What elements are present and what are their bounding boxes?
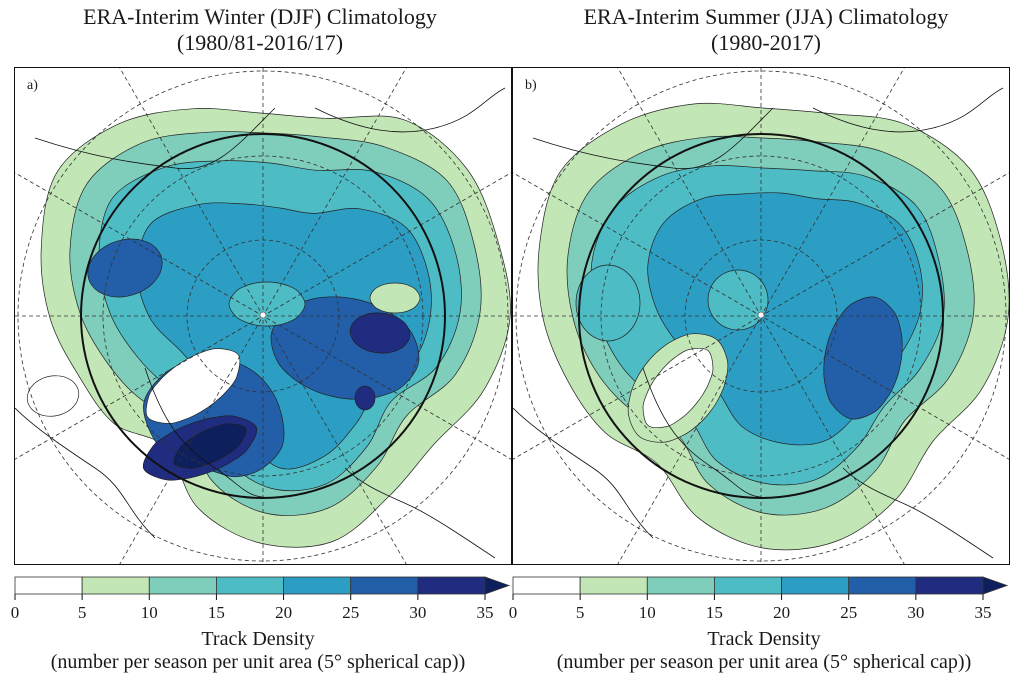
colorbar-b-tick-label-20: 20 <box>773 603 791 622</box>
panel-b-contour-region-8 <box>642 347 714 429</box>
panel-a-coastlines <box>15 87 506 559</box>
colorbar-b-extend-arrow <box>982 576 1009 595</box>
colorbar-a-segment-30-35 <box>417 576 486 595</box>
colorbar-a-segment-15-20 <box>216 576 284 595</box>
colorbar-b-tick-label-25: 25 <box>840 603 858 622</box>
colorbar-a-tick-label-10: 10 <box>140 603 158 622</box>
panel-b-coastline-scandinavia <box>842 467 994 559</box>
panel-b-contours <box>537 102 1009 551</box>
panel-a-contour-region-14 <box>228 281 306 327</box>
panel-b-coastline-alaska <box>532 107 774 170</box>
colorbar-b-segment-5-10 <box>579 576 648 595</box>
colorbar-b-segment-10-15 <box>646 576 715 595</box>
colorbar-a-tick-label-20: 20 <box>275 603 293 622</box>
panel-a-label: a) <box>27 78 38 93</box>
panel-b-contour-region-9 <box>707 269 769 331</box>
panel-b-title-line1: ERA-Interim Summer (JJA) Climatology <box>583 4 949 29</box>
panel-a-coastline-scandinavia <box>344 467 496 559</box>
panel-b-title-line2: (1980-2017) <box>711 30 821 55</box>
colorbar-a-tick-label-15: 15 <box>207 603 225 622</box>
colorbar-b-tick-label-15: 15 <box>705 603 723 622</box>
panel-a-contour-region-10 <box>173 423 247 469</box>
panel-b-coastlines <box>513 87 1004 559</box>
colorbar-b-segment-0-5 <box>512 576 581 595</box>
colorbar-b-subtitle: (number per season per unit area (5° sph… <box>556 651 972 673</box>
colorbar-b-title-block: Track Density (number per season per uni… <box>508 628 1020 674</box>
colorbar-a-tick-label-5: 5 <box>77 603 87 622</box>
colorbar-a-tick-label-0: 0 <box>10 603 20 622</box>
panel-a-coastline-greenland <box>144 367 276 499</box>
panel-b-coastline-greenland <box>642 367 774 499</box>
colorbar-b-tick-label-35: 35 <box>974 603 992 622</box>
panel-b-map: b) <box>512 67 1010 565</box>
colorbar-a-tick-label-30: 30 <box>409 603 427 622</box>
colorbar-a-segment-20-25 <box>283 576 352 595</box>
colorbar-a-segment-10-15 <box>148 576 217 595</box>
panel-a-title-line2: (1980/81-2016/17) <box>176 30 344 55</box>
colorbar-b-tick-label-30: 30 <box>907 603 925 622</box>
colorbar-b-segment-20-25 <box>781 576 850 595</box>
colorbar-a-svg <box>14 576 511 600</box>
colorbar-a-tick-label-25: 25 <box>342 603 360 622</box>
panel-a-title-line1: ERA-Interim Winter (DJF) Climatology <box>83 4 437 29</box>
panel-a-contour-region-4 <box>87 238 163 298</box>
colorbar-a-segment-25-30 <box>350 576 419 595</box>
colorbar-b-tick-label-5: 5 <box>575 603 585 622</box>
colorbar-a-segment-5-10 <box>81 576 150 595</box>
colorbar-b-segment-15-20 <box>714 576 782 595</box>
colorbar-a-tick-label-35: 35 <box>476 603 494 622</box>
colorbar-b-title: Track Density <box>707 628 821 650</box>
panel-b-title: ERA-Interim Summer (JJA) Climatology (19… <box>510 4 1022 56</box>
panel-a-coastline-canada <box>15 407 156 539</box>
colorbar-b-tick-label-0: 0 <box>508 603 518 622</box>
colorbar-a: 0 5 10 15 20 25 30 35 <box>11 576 511 627</box>
panel-a-domain-circle <box>80 133 446 499</box>
panel-b-contour-region-6 <box>575 264 641 342</box>
panel-b-north-pole-marker <box>757 311 765 319</box>
colorbar-b-segment-25-30 <box>848 576 917 595</box>
panel-a-coastline-alaska <box>34 107 276 170</box>
panel-b-coastline-siberia <box>812 87 1004 133</box>
colorbar-a-extend-arrow <box>484 576 511 595</box>
colorbar-a-title-block: Track Density (number per season per uni… <box>2 628 514 674</box>
panel-b-coastline-canada <box>513 407 654 539</box>
panel-b-label: b) <box>525 78 537 93</box>
panel-a-map-svg <box>15 68 511 564</box>
panel-b-domain-circle <box>578 133 944 499</box>
panel-a-coastline-siberia <box>314 87 506 133</box>
colorbar-b-svg <box>512 576 1009 600</box>
panel-a-north-pole-marker <box>259 311 267 319</box>
panel-b-contour-region-4 <box>823 296 903 420</box>
colorbar-b-tick-label-10: 10 <box>638 603 656 622</box>
panel-a-contour-region-8 <box>349 312 411 354</box>
panel-a-contour-region-11 <box>145 348 241 424</box>
colorbar-a-segment-0-5 <box>14 576 83 595</box>
colorbar-a-subtitle: (number per season per unit area (5° sph… <box>50 651 466 673</box>
panel-b-map-svg <box>513 68 1009 564</box>
panel-a-title: ERA-Interim Winter (DJF) Climatology (19… <box>4 4 516 56</box>
colorbar-a-title: Track Density <box>201 628 315 650</box>
colorbar-b: 0 5 10 15 20 25 30 35 <box>509 576 1009 627</box>
panel-a-map: a) <box>14 67 512 565</box>
panel-a-contour-region-9 <box>354 385 376 411</box>
panel-a-contour-region-13 <box>369 282 421 314</box>
panel-a-contour-region-12 <box>26 375 80 417</box>
colorbar-b-segment-30-35 <box>915 576 984 595</box>
panel-a-contours <box>26 108 511 548</box>
